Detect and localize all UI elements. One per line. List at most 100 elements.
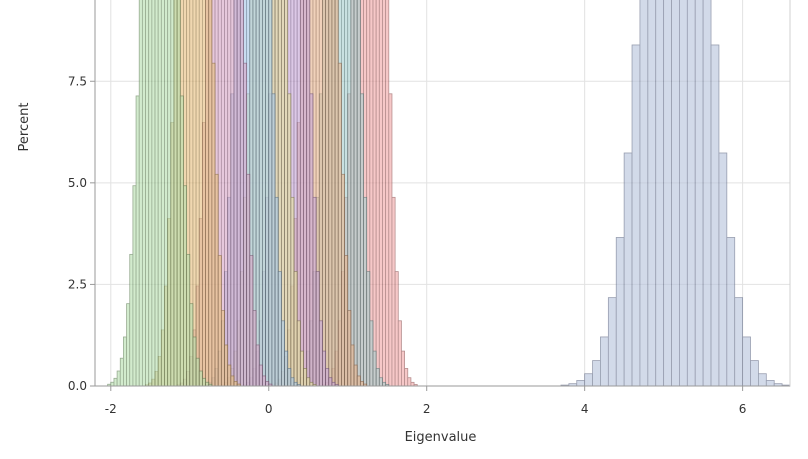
histogram-bar	[202, 377, 206, 387]
histogram-bar	[268, 0, 273, 387]
histogram-bar	[224, 0, 229, 387]
x-axis-title: Eigenvalue	[405, 430, 477, 445]
histogram-bar	[718, 152, 728, 387]
histogram-bar	[382, 0, 387, 387]
histogram-bar	[750, 360, 759, 387]
histogram-bar	[293, 381, 298, 387]
histogram-bar	[394, 271, 399, 387]
histogram-bar	[359, 381, 364, 387]
histogram-bar	[132, 185, 137, 387]
histogram-bar	[202, 0, 206, 387]
histogram-bar	[366, 271, 371, 387]
histogram-bar	[369, 320, 374, 387]
histogram-bar	[230, 375, 235, 387]
histogram-bar	[217, 255, 222, 387]
histogram-bar	[742, 336, 751, 387]
histogram-bar	[309, 93, 314, 387]
histogram-bar	[227, 364, 232, 387]
histogram-bar	[151, 0, 156, 387]
histogram-bar	[220, 310, 225, 387]
histogram-bar	[397, 320, 402, 387]
axes-layer: 0.0 2.5 5.0 7.5 -2 0 2 4 6	[68, 0, 791, 416]
x-tick-label: 4	[581, 402, 589, 416]
histogram-bar	[325, 368, 330, 387]
histogram-bar	[274, 196, 279, 387]
histogram-bar	[303, 0, 308, 387]
histogram-bar	[615, 237, 625, 387]
histogram-bar	[239, 0, 244, 387]
histogram-bar	[189, 303, 194, 387]
histogram-bar	[647, 0, 657, 387]
histogram-bar	[401, 350, 405, 387]
histogram-bar	[164, 0, 169, 387]
histogram-bar	[198, 0, 203, 387]
histogram-bar	[671, 0, 680, 387]
histogram-bar	[356, 0, 361, 387]
histogram-bar	[328, 377, 333, 387]
histogram-bar	[359, 93, 364, 387]
histogram-bar	[350, 344, 355, 387]
histogram-bar	[157, 0, 162, 387]
histogram-bar	[385, 0, 390, 387]
histogram-bar	[252, 310, 257, 387]
histogram-bar	[195, 357, 200, 387]
histogram-bar	[391, 196, 396, 387]
histogram-bar	[236, 0, 241, 387]
histogram-bar	[233, 381, 238, 387]
y-tick-label: 0.0	[68, 379, 87, 393]
histogram-bar	[258, 0, 263, 387]
histogram-bar	[145, 0, 150, 387]
histogram-bar	[173, 0, 178, 387]
histogram-bar	[227, 0, 232, 387]
histogram-bar	[293, 271, 298, 387]
histogram-bar	[334, 0, 339, 387]
histogram-bar	[287, 368, 292, 387]
y-tick-label: 7.5	[68, 74, 87, 88]
histogram-bar	[375, 0, 380, 387]
histogram-bar	[694, 0, 704, 387]
histogram-bar	[353, 364, 358, 387]
histogram-bar	[404, 368, 409, 387]
histogram-bar	[663, 0, 672, 387]
histogram-bar	[176, 0, 181, 387]
histogram-bar	[726, 237, 736, 387]
histogram-bar	[148, 0, 153, 387]
histogram-bar	[198, 370, 203, 387]
histogram-bar	[280, 320, 285, 387]
histogram-bar	[710, 44, 720, 387]
y-tick-label: 2.5	[68, 277, 87, 291]
histogram-bar	[123, 336, 127, 387]
histogram-bar	[306, 377, 311, 387]
histogram-bar	[655, 0, 665, 387]
histogram-bar	[154, 0, 159, 387]
histogram-bar	[208, 0, 213, 387]
histogram-bar	[341, 173, 345, 387]
histogram-bar	[312, 196, 317, 387]
histogram-bar	[119, 357, 124, 387]
histogram-bar	[290, 377, 295, 387]
histogram-bar	[230, 0, 235, 387]
histogram-bar	[284, 0, 289, 387]
histogram-bar	[315, 271, 320, 387]
histogram-bar	[284, 350, 289, 387]
histogram-bar	[344, 255, 349, 387]
histogram-bar	[378, 0, 383, 387]
histogram-bar	[679, 0, 688, 387]
histogram-bar	[192, 336, 197, 387]
histogram-bar	[113, 377, 118, 387]
histogram-bar	[160, 0, 165, 387]
bars-layer	[107, 0, 791, 387]
histogram-bar	[734, 297, 744, 387]
histogram-bar	[179, 95, 184, 387]
histogram-bar	[258, 364, 263, 387]
histogram-bar	[249, 255, 254, 387]
histogram-bar	[303, 368, 308, 387]
histogram-bar	[363, 196, 368, 387]
histogram-bar	[318, 320, 323, 387]
y-tick-label: 5.0	[68, 176, 87, 190]
histogram-bar	[116, 370, 121, 387]
histogram-bar	[322, 0, 327, 387]
histogram-bar	[126, 303, 131, 387]
